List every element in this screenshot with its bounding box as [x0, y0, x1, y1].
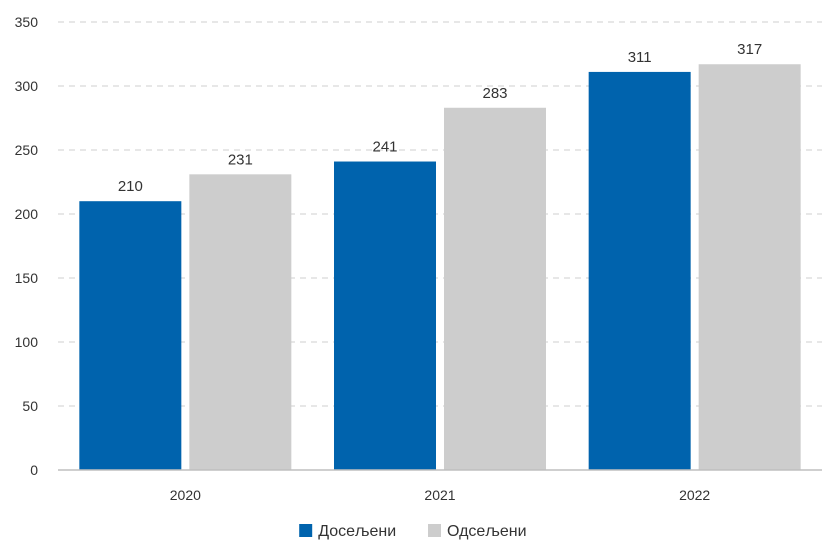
x-tick-label: 2020: [170, 487, 201, 503]
y-tick-label: 350: [15, 14, 39, 30]
data-label: 311: [628, 49, 652, 66]
x-tick-label: 2022: [679, 487, 710, 503]
y-tick-label: 300: [15, 78, 39, 94]
data-label: 241: [372, 139, 397, 156]
y-tick-label: 0: [30, 462, 38, 478]
bars: [79, 64, 801, 471]
data-labels: 210 231 241 283 311 317: [118, 41, 762, 195]
bar: [334, 161, 436, 470]
bar: [79, 201, 182, 470]
bar: [698, 64, 801, 471]
y-tick-label: 100: [15, 334, 39, 350]
y-tick-label: 150: [15, 270, 39, 286]
data-label: 317: [737, 41, 762, 58]
y-tick-label: 200: [15, 206, 39, 222]
y-tick-label: 250: [15, 142, 39, 158]
y-tick-label: 50: [22, 398, 38, 414]
data-label: 283: [482, 85, 507, 102]
legend-swatch: [299, 524, 313, 537]
x-tick-label: 2021: [424, 487, 455, 503]
bar: [189, 174, 292, 470]
data-label: 210: [118, 178, 143, 195]
bar: [444, 107, 546, 470]
bar: [588, 71, 691, 471]
legend-swatch: [428, 524, 441, 537]
x-axis: 2020 2021 2022: [58, 469, 822, 503]
legend: Досељени Одсељени: [299, 523, 527, 540]
y-axis: 0 50 100 150 200 250 300 350: [15, 14, 39, 478]
data-label: 231: [228, 151, 253, 168]
legend-label: Досељени: [318, 523, 396, 540]
legend-label: Одсељени: [447, 523, 527, 540]
